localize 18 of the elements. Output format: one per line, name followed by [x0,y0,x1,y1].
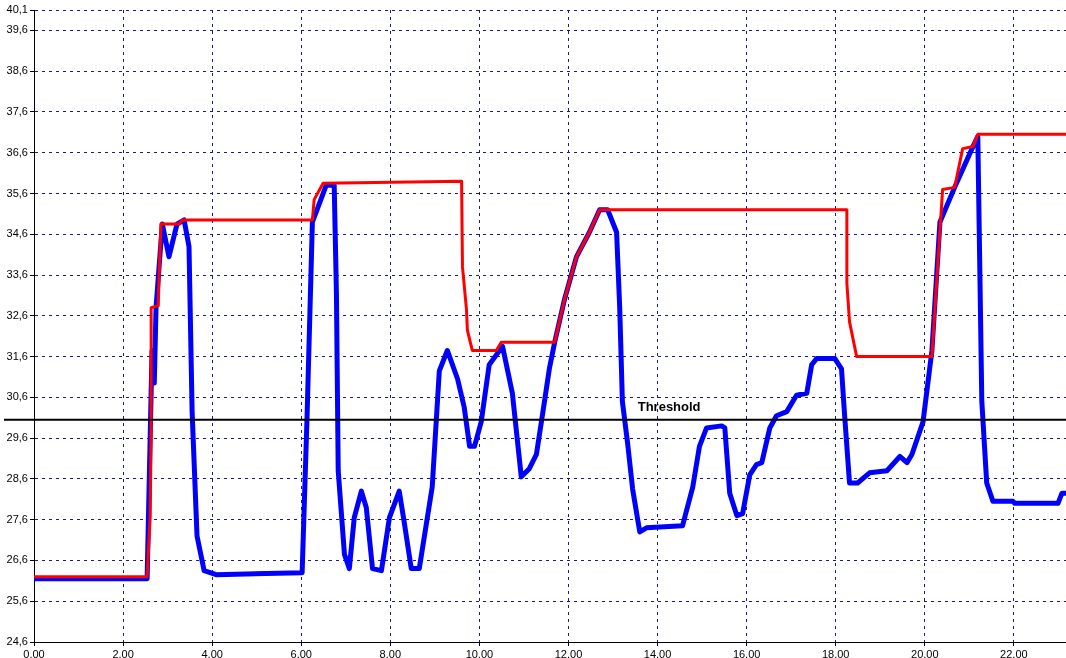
y-tick-label: 24,6 [6,635,28,648]
y-tick-label: 35,6 [6,186,28,199]
y-tick-label: 32,6 [6,308,28,321]
y-tick-label: 36,6 [6,145,28,158]
y-tick-label: 39,6 [6,23,28,36]
y-tick-label: 33,6 [6,268,28,281]
y-tick-label: 28,6 [6,471,28,484]
y-tick-label: 31,6 [6,349,28,362]
y-tick-label: 25,6 [6,594,28,607]
y-tick-label: 30,6 [6,390,28,403]
y-tick-label: 26,6 [6,553,28,566]
y-tick-label: 34,6 [6,227,28,240]
y-tick-label: 27,6 [6,512,28,525]
y-tick-label: 38,6 [6,64,28,77]
ref-line-label: Threshold [637,398,701,414]
y-tick-label: 29,6 [6,431,28,444]
y-tick-label: 37,6 [6,104,28,117]
y-tick-label: 40,1 [6,3,28,16]
